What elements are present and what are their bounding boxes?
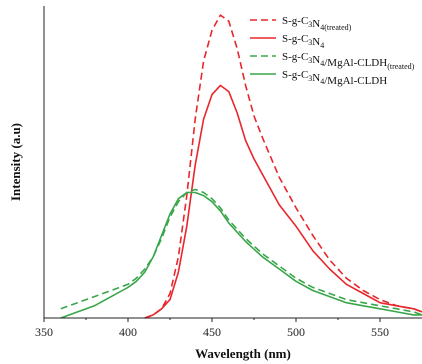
- series-line-1: [144, 14, 422, 319]
- plot-area: [60, 14, 422, 319]
- x-tick-label: 500: [287, 325, 305, 339]
- series-line-3: [60, 188, 422, 316]
- x-axis-title: Wavelength (nm): [195, 346, 291, 361]
- series-line-4: [60, 191, 422, 319]
- legend-label-4: S-g-C3N4/MgAl-CLDH: [282, 69, 387, 87]
- legend-label-3: S-g-C3N4/MgAl-CLDH(treated): [282, 51, 415, 71]
- x-tick-label: 450: [203, 325, 221, 339]
- axes: 350 400 450 500 550: [35, 6, 422, 339]
- y-axis-title: Intensity (a.u): [8, 123, 23, 201]
- series-line-2: [144, 84, 422, 319]
- x-tick-label: 350: [35, 325, 53, 339]
- x-tick-label: 400: [119, 325, 137, 339]
- x-tick-label: 550: [371, 325, 389, 339]
- legend: S-g-C3N4(treated)S-g-C3N4S-g-C3N4/MgAl-C…: [250, 15, 415, 87]
- legend-label-1: S-g-C3N4(treated): [282, 15, 352, 32]
- legend-label-2: S-g-C3N4: [282, 33, 324, 50]
